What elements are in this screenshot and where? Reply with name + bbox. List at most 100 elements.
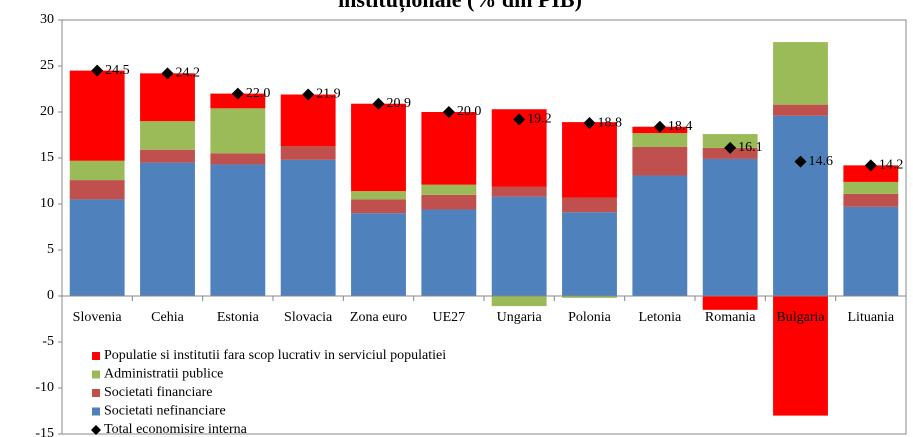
bar-segment (773, 42, 828, 105)
legend-swatch (92, 370, 100, 379)
value-label: 14.2 (879, 158, 904, 173)
y-tick-label: 0 (47, 288, 54, 303)
bar-segment (351, 213, 406, 296)
bar-segment (210, 108, 266, 154)
y-tick-label: 15 (40, 150, 54, 165)
bar-segment (843, 181, 899, 194)
x-tick-label: Slovenia (73, 310, 123, 325)
bar-segment (702, 134, 758, 148)
bar-segment (843, 165, 899, 182)
bar-segment (702, 158, 758, 296)
plot-border (61, 19, 907, 435)
value-label: 14.6 (809, 154, 834, 169)
legend-swatch (92, 389, 100, 397)
total-marker (442, 106, 455, 118)
value-label: 19.2 (527, 112, 552, 127)
value-label: 22.0 (246, 86, 270, 101)
bar-segment (562, 296, 617, 298)
y-tick-label: 20 (40, 104, 54, 119)
y-tick-label: -15 (35, 426, 54, 437)
total-marker (864, 159, 877, 172)
bar-segment (280, 94, 336, 147)
bar-segment (491, 196, 547, 296)
bar-segment (421, 184, 477, 195)
x-tick-label: Bulgaria (776, 310, 825, 325)
total-marker (372, 97, 385, 110)
x-tick-label: Slovacia (284, 310, 333, 325)
total-marker (231, 87, 244, 100)
bar-segment (69, 199, 125, 296)
bar-segment (491, 186, 547, 197)
total-marker (302, 88, 315, 101)
chart-title: instituționale (% din PIB) (338, 0, 582, 13)
value-label: 21.9 (316, 87, 341, 102)
bar-segment (210, 153, 266, 165)
x-tick-label: Estonia (217, 310, 260, 325)
bar-segment (421, 112, 477, 185)
bar-segment (140, 149, 195, 163)
x-tick-label: Polonia (568, 310, 612, 325)
bar-segment (843, 193, 899, 207)
bar-segment (351, 103, 406, 192)
bar-segment (702, 296, 758, 310)
value-label: 24.5 (105, 63, 129, 78)
total-marker (513, 113, 526, 126)
bar-segment (351, 191, 406, 200)
total-marker (161, 67, 174, 80)
y-tick-label: 5 (47, 242, 54, 257)
total-marker (91, 64, 104, 77)
value-label: 20.0 (457, 104, 482, 119)
bar-segment (210, 93, 266, 109)
x-tick-label: Romania (705, 310, 756, 325)
bar-segment (491, 296, 547, 307)
bar-segment (140, 162, 195, 296)
x-tick-label: Cehia (151, 310, 184, 325)
bar-segment (280, 146, 336, 160)
total-marker (653, 120, 666, 133)
total-marker (794, 155, 807, 168)
x-tick-label: Letonia (638, 310, 682, 325)
total-marker (724, 141, 737, 154)
bar-segment (140, 73, 195, 122)
bar-segment (69, 70, 125, 161)
legend-label: Societati nefinanciare (104, 404, 226, 419)
x-tick-label: Ungaria (497, 310, 543, 325)
legend-label: Societati financiare (104, 385, 212, 400)
bar-segment (280, 159, 336, 296)
bar-segment (632, 133, 688, 147)
bar-segment (69, 180, 125, 200)
bar-segment (421, 194, 477, 210)
bar-segment (210, 164, 266, 296)
y-tick-label: 10 (40, 196, 54, 211)
x-tick-label: UE27 (432, 310, 465, 325)
legend-marker (91, 425, 101, 435)
value-label: 18.8 (598, 115, 623, 130)
legend-label: Populatie si institutii fara scop lucrat… (104, 348, 446, 363)
bar-segment (843, 206, 899, 296)
legend-label: Total economisire interna (104, 422, 248, 437)
x-tick-label: Zona euro (350, 310, 407, 325)
value-label: 18.4 (668, 119, 693, 134)
x-tick-label: Lituania (848, 310, 895, 325)
bar-segment (632, 146, 688, 176)
bar-segment (773, 115, 828, 297)
bar-segment (562, 197, 617, 213)
bar-segment (351, 199, 406, 214)
legend-swatch (92, 352, 100, 360)
legend-swatch (92, 407, 100, 416)
value-label: 24.2 (176, 66, 201, 81)
bar-segment (562, 212, 617, 296)
y-tick-label: -10 (35, 380, 54, 395)
bar-segment (632, 175, 688, 296)
legend-label: Administratii publice (104, 367, 223, 382)
bar-segment (773, 296, 828, 416)
bar-segment (140, 121, 195, 150)
y-tick-label: 30 (40, 12, 54, 27)
y-tick-label: 25 (40, 58, 54, 73)
y-tick-label: -5 (42, 334, 54, 349)
value-label: 16.1 (738, 140, 763, 155)
bar-segment (421, 209, 477, 296)
bar-segment (773, 104, 828, 116)
